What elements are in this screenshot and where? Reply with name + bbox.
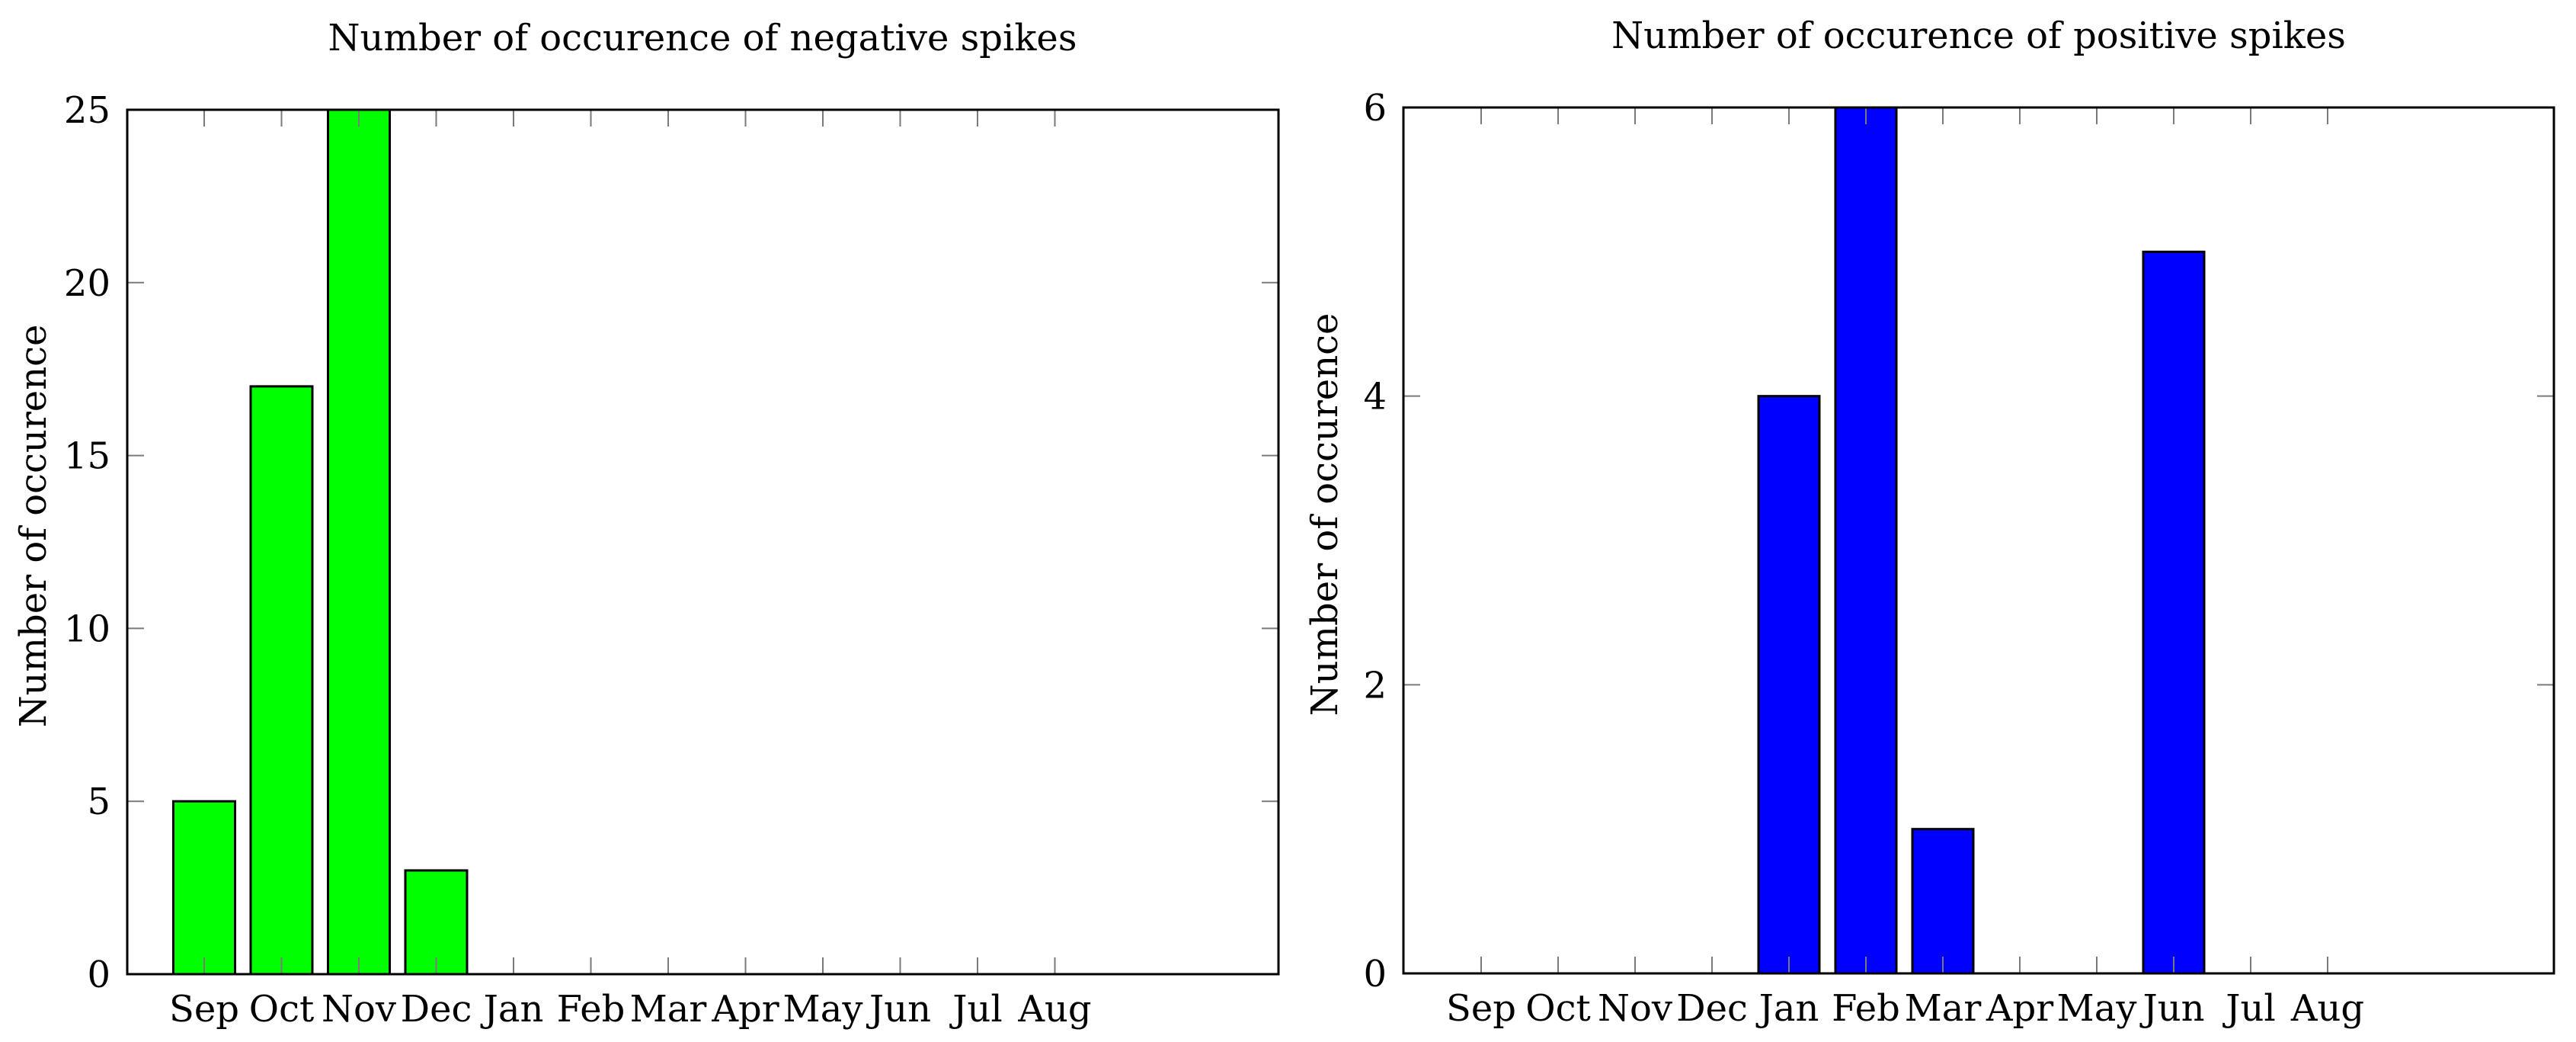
x-tick-label: Feb	[557, 988, 626, 1031]
x-tick-label: Nov	[1598, 987, 1672, 1030]
x-tick-label: Oct	[1525, 987, 1591, 1030]
x-tick-label: Dec	[1676, 987, 1748, 1030]
x-tick-label: Apr	[711, 988, 779, 1031]
x-tick-label: Feb	[1832, 987, 1900, 1030]
x-tick-label: Jul	[2222, 987, 2276, 1030]
x-tick-label: Sep	[1446, 987, 1516, 1030]
bar-series	[172, 108, 469, 976]
x-tick-label: Jan	[480, 988, 544, 1031]
axis-ticks: Sep Oct Nov Dec Jan Feb Mar Apr May Jun Jul Aug 0 5 10…	[64, 89, 1278, 1031]
bar-nov	[327, 108, 391, 976]
x-tick-label: Sep	[169, 988, 239, 1031]
bar-feb	[1834, 106, 1898, 975]
bar-jan	[1757, 395, 1821, 975]
x-tick-label: May	[783, 988, 863, 1031]
y-axis-label: Number of occurence	[1304, 313, 1346, 717]
y-tick-label: 0	[87, 954, 110, 996]
x-tick-label: Jan	[1755, 987, 1819, 1030]
x-tick-label: Dec	[401, 988, 472, 1031]
y-tick-label: 2	[1363, 664, 1387, 707]
bar-mar	[1911, 828, 1975, 975]
y-tick-label: 15	[64, 435, 110, 478]
bar-dec	[404, 869, 469, 976]
x-tick-label: Jun	[2139, 987, 2204, 1030]
chart-title: Number of occurence of negative spikes	[328, 17, 1077, 59]
bar-sep	[172, 800, 236, 976]
x-tick-label: Aug	[2290, 987, 2364, 1030]
negative-spikes-chart: Number of occurence of negative spikes N…	[12, 17, 1280, 1031]
plot-frame	[1402, 106, 2555, 975]
plot-frame	[126, 108, 1280, 976]
chart-title: Number of occurence of positive spikes	[1611, 14, 2346, 57]
x-tick-label: Mar	[630, 988, 707, 1031]
positive-spikes-chart: Number of occurence of positive spikes N…	[1304, 14, 2555, 1030]
y-tick-label: 25	[64, 89, 110, 132]
bar-oct	[249, 385, 314, 976]
x-tick-label: Aug	[1017, 988, 1091, 1031]
axis-ticks: Sep Oct Nov Dec Jan Feb Mar Apr May Jun Jul Aug 0 2 4 6	[1363, 87, 2554, 1030]
x-tick-label: Nov	[322, 988, 396, 1031]
y-tick-label: 20	[64, 262, 110, 305]
bar-jun	[2142, 250, 2206, 975]
y-tick-label: 0	[1363, 953, 1387, 996]
x-tick-label: Jul	[949, 988, 1003, 1031]
y-tick-label: 6	[1363, 87, 1387, 130]
y-tick-label: 5	[87, 781, 110, 823]
x-tick-label: Apr	[1986, 987, 2053, 1030]
y-tick-label: 4	[1363, 376, 1387, 418]
y-tick-label: 10	[64, 608, 110, 650]
bar-series	[1757, 106, 2206, 975]
x-tick-label: Oct	[249, 988, 315, 1031]
x-tick-label: Mar	[1905, 987, 1982, 1030]
y-axis-label: Number of occurence	[12, 325, 55, 728]
x-tick-label: May	[2057, 987, 2137, 1030]
x-tick-label: Jun	[866, 988, 931, 1031]
